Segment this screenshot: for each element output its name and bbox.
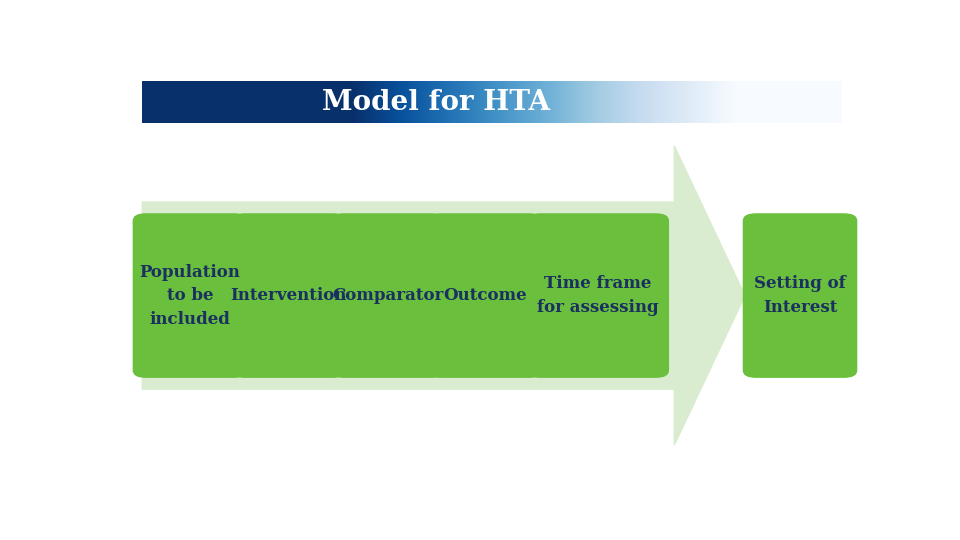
FancyBboxPatch shape	[527, 213, 669, 378]
Text: Comparator: Comparator	[332, 287, 444, 304]
Text: Intervention: Intervention	[230, 287, 348, 304]
Text: Time frame
for assessing: Time frame for assessing	[538, 275, 659, 316]
FancyBboxPatch shape	[743, 213, 857, 378]
FancyBboxPatch shape	[330, 213, 445, 378]
Text: Population
to be
included: Population to be included	[139, 264, 240, 328]
FancyBboxPatch shape	[231, 213, 347, 378]
Text: Outcome: Outcome	[444, 287, 527, 304]
FancyBboxPatch shape	[132, 213, 248, 378]
Text: Model for HTA: Model for HTA	[322, 89, 550, 116]
Text: Setting of
Interest: Setting of Interest	[755, 275, 846, 316]
Polygon shape	[142, 146, 745, 446]
FancyBboxPatch shape	[428, 213, 542, 378]
